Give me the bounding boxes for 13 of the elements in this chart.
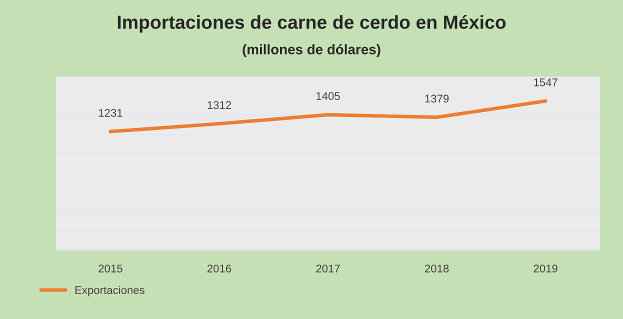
- data-label: 1312: [208, 101, 232, 109]
- chart-subtitle: (millones de dólares): [242, 44, 380, 58]
- x-tick-label: 2018: [424, 264, 449, 272]
- x-tick-label: 2017: [316, 264, 340, 272]
- data-label: 1379: [425, 94, 449, 103]
- x-tick-label: 2016: [207, 264, 232, 272]
- chart-title: Importaciones de carne de cerdo en México: [118, 14, 506, 33]
- data-label: 1231: [98, 108, 122, 117]
- x-tick-label: 2019: [534, 264, 558, 272]
- legend-label: Exportaciones: [75, 286, 144, 296]
- data-label: 1547: [534, 78, 558, 86]
- x-tick-label: 2015: [98, 264, 122, 272]
- data-label: 1405: [316, 92, 340, 100]
